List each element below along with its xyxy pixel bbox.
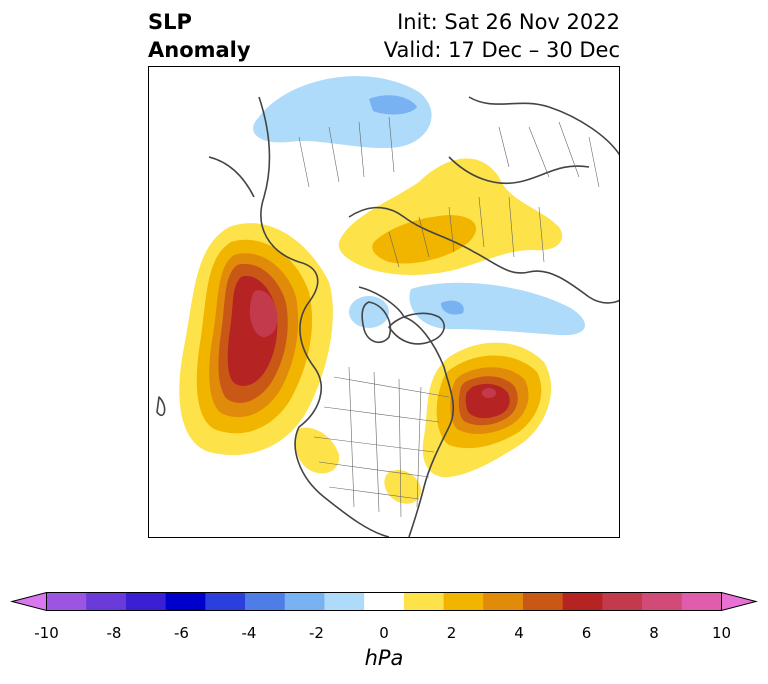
colorbar-box xyxy=(443,592,484,611)
colorbar-box xyxy=(522,592,564,611)
map-title-right: Init: Sat 26 Nov 2022 Valid: 17 Dec – 30… xyxy=(384,8,620,64)
positive-anomaly-eurasia xyxy=(338,158,563,275)
colorbar-tick-label: -10 xyxy=(34,624,59,642)
init-date: Init: Sat 26 Nov 2022 xyxy=(397,10,620,34)
colorbar-box xyxy=(642,592,683,611)
colorbar-extend-high xyxy=(721,591,758,612)
colorbar-box xyxy=(165,592,206,611)
variable-qualifier: Anomaly xyxy=(148,38,251,62)
variable-name: SLP xyxy=(148,10,192,34)
colorbar-tick-label: 4 xyxy=(514,624,524,642)
colorbar-box xyxy=(205,592,246,611)
colorbar-outline xyxy=(46,592,722,611)
colorbar-extend-low xyxy=(10,591,47,612)
colorbar-box xyxy=(602,592,643,611)
colorbar-box xyxy=(245,592,286,611)
colorbar-tick-label: -8 xyxy=(106,624,122,642)
colorbar-box xyxy=(483,592,524,611)
colorbar xyxy=(10,591,758,612)
colorbar-tick-label: 6 xyxy=(581,624,592,642)
slp-anomaly-map xyxy=(148,66,620,538)
colorbar-box xyxy=(403,592,445,611)
negative-anomaly-arctic xyxy=(409,282,586,336)
colorbar-box xyxy=(46,592,87,611)
colorbar-unit-label: hPa xyxy=(364,646,404,670)
colorbar-box xyxy=(324,592,365,611)
colorbar-tick-label: -2 xyxy=(309,624,324,642)
colorbar-tick-label: 2 xyxy=(446,624,457,642)
map-canvas xyxy=(156,76,619,537)
colorbar-tick-label: 10 xyxy=(711,624,732,642)
colorbar-box xyxy=(86,592,127,611)
map-title-left: SLP Anomaly xyxy=(148,8,251,64)
colorbar-box xyxy=(681,592,722,611)
positive-anomaly-gulf-of-alaska xyxy=(179,223,333,455)
colorbar-boxes xyxy=(46,592,722,611)
colorbar-box xyxy=(364,592,405,611)
valid-period: Valid: 17 Dec – 30 Dec xyxy=(383,38,620,62)
colorbar-box xyxy=(125,592,167,611)
colorbar-box xyxy=(284,592,325,611)
political-borders xyxy=(298,116,600,518)
colorbar-tick-label: 0 xyxy=(379,624,389,642)
colorbar-box xyxy=(562,592,603,611)
negative-anomaly-beaufort xyxy=(349,296,389,328)
colorbar-tick-label: -6 xyxy=(174,624,189,642)
colorbar-tick-label: 8 xyxy=(649,624,659,642)
colorbar-tick-label: -4 xyxy=(241,624,257,642)
coastlines xyxy=(156,96,619,537)
positive-anomaly-western-us xyxy=(294,427,421,504)
positive-anomaly-north-atlantic xyxy=(422,342,552,478)
negative-anomaly-siberia xyxy=(253,76,432,149)
